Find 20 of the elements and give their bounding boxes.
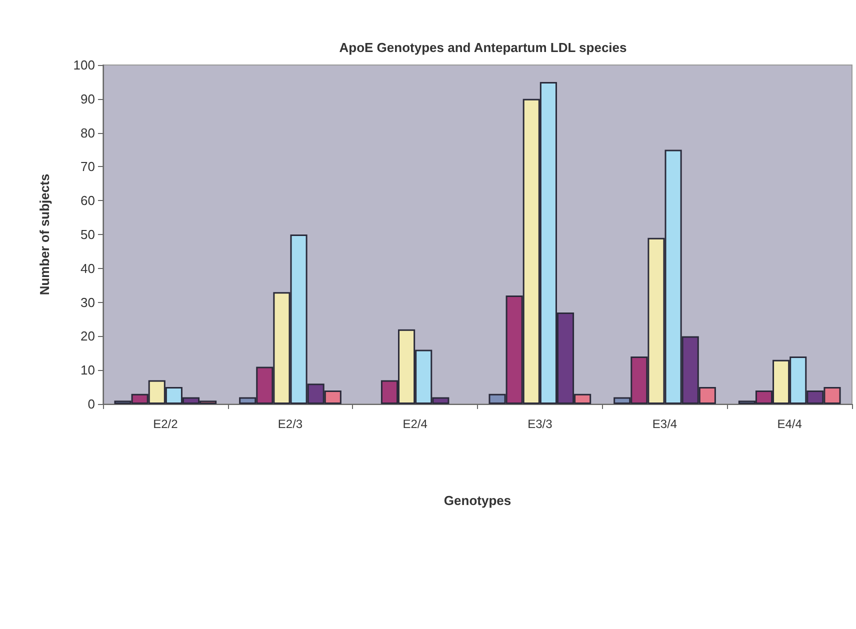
- x-tick-label: E2/2: [153, 417, 178, 431]
- x-tick-label: E3/4: [652, 417, 678, 431]
- y-axis-title: Number of subjects: [37, 174, 52, 296]
- y-tick-label: 40: [80, 260, 95, 276]
- y-tick-label: 80: [80, 125, 95, 140]
- x-tick-label: E2/3: [278, 417, 303, 431]
- x-tick-label: E2/4: [402, 417, 428, 431]
- y-tick-label: 60: [80, 193, 95, 208]
- y-tick-label: 90: [80, 91, 95, 106]
- y-tick-label: 70: [80, 159, 95, 174]
- x-axis-title: Genotypes: [444, 493, 512, 508]
- y-tick-label: 0: [88, 396, 95, 412]
- x-tick-label: E3/3: [528, 417, 553, 431]
- y-tick-label: 100: [73, 58, 95, 72]
- x-tick-label: E4/4: [777, 417, 802, 431]
- y-tick-label: 20: [80, 328, 95, 344]
- y-tick-label: 10: [80, 362, 95, 378]
- chart-title: ApoE Genotypes and Antepartum LDL species: [339, 40, 627, 55]
- y-tick-label: 50: [80, 227, 95, 242]
- y-tick-label: 30: [80, 294, 95, 310]
